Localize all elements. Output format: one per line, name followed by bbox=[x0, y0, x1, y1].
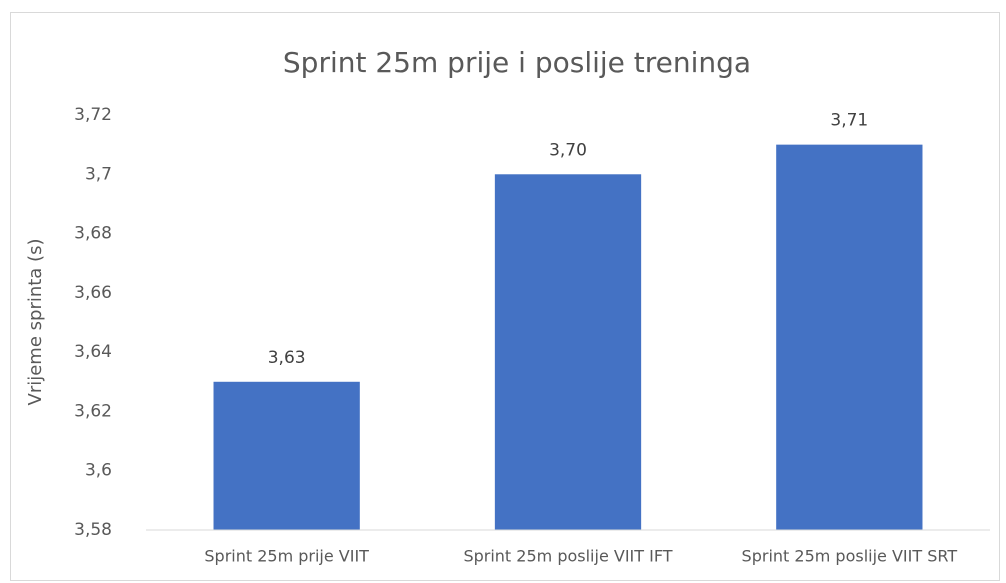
value-label: 3,71 bbox=[830, 111, 868, 131]
y-tick-label: 3,68 bbox=[74, 224, 112, 244]
bar bbox=[213, 381, 360, 530]
x-tick-label: Sprint 25m prije VIIT bbox=[204, 547, 369, 566]
y-tick-label: 3,62 bbox=[74, 401, 112, 421]
x-tick-label: Sprint 25m poslije VIIT SRT bbox=[742, 547, 958, 566]
y-tick-label: 3,72 bbox=[74, 105, 112, 125]
y-tick-label: 3,6 bbox=[85, 461, 112, 481]
x-tick-label: Sprint 25m poslije VIIT IFT bbox=[463, 547, 672, 566]
bar bbox=[494, 174, 642, 531]
y-axis-title: Vrijeme sprinta (s) bbox=[25, 239, 46, 406]
y-tick-label: 3,58 bbox=[74, 520, 112, 540]
value-label: 3,70 bbox=[549, 140, 587, 160]
chart-title: Sprint 25m prije i poslije treninga bbox=[283, 46, 751, 79]
bar bbox=[776, 144, 923, 530]
y-tick-label: 3,66 bbox=[74, 283, 112, 303]
y-tick-label: 3,7 bbox=[85, 164, 112, 184]
y-tick-label: 3,64 bbox=[74, 342, 112, 362]
value-label: 3,63 bbox=[268, 348, 306, 368]
